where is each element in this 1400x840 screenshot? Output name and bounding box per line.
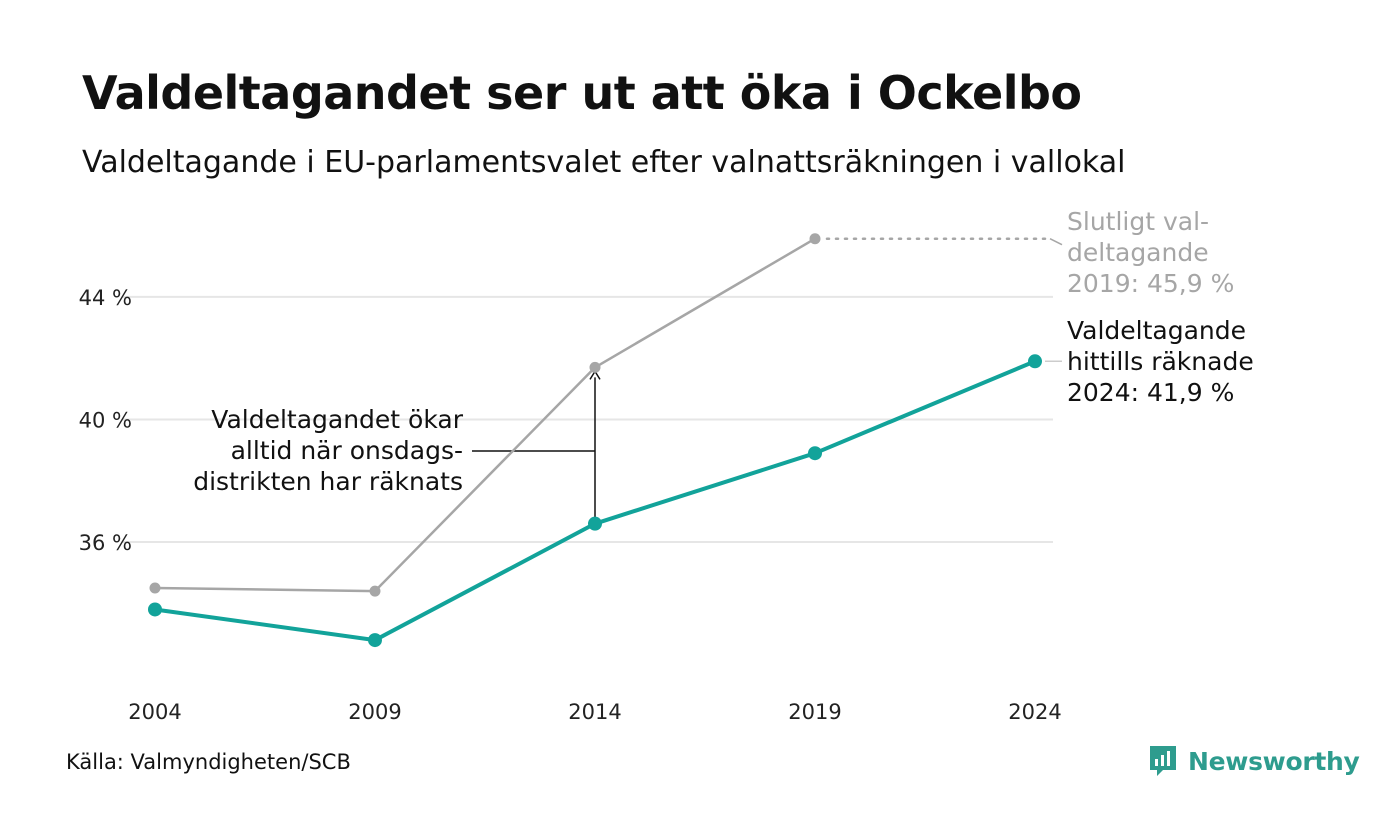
counted-series-point [588, 516, 602, 531]
x-tick-label: 2004 [128, 700, 181, 724]
x-tick-label: 2009 [348, 700, 401, 724]
x-tick-label: 2024 [1008, 700, 1061, 724]
y-tick-label: 36 % [79, 531, 132, 555]
final-series-point [589, 361, 601, 373]
counted-series-point [148, 602, 162, 617]
final-series-point [369, 585, 381, 597]
final-series-point [809, 233, 821, 245]
x-tick-label: 2019 [788, 700, 841, 724]
annotations: Slutligt val-deltagande 2019: 45,9 % Valde… [193, 207, 1253, 496]
brand-logo: Newsworthy [1148, 744, 1360, 778]
line-chart: 36 % 40 % 44 % 2004 2009 2014 2019 2024 Slutli… [79, 207, 1254, 724]
counted-series-point [808, 446, 822, 461]
y-tick-label: 44 % [79, 286, 132, 310]
chart-subtitle: Valdeltagande i EU-parlamentsvalet efter… [82, 145, 1126, 180]
gap-annotation: Valdeltagandet ökar alltid när onsdags-di… [193, 405, 463, 496]
series [148, 233, 1042, 648]
final-annotation: Slutligt val-deltagande 2019: 45,9 % [1067, 207, 1234, 298]
chart-title: Valdeltagandet ser ut att öka i Ockelbo [82, 66, 1082, 120]
final-series-point [149, 582, 161, 594]
final-series-line [153, 237, 817, 593]
x-axis: 2004 2009 2014 2019 2024 [128, 700, 1061, 724]
x-tick-label: 2014 [568, 700, 621, 724]
y-axis: 36 % 40 % 44 % [79, 286, 132, 555]
counted-series-point [1028, 354, 1042, 369]
brand-name: Newsworthy [1188, 746, 1360, 776]
counted-series-point [368, 633, 382, 648]
newsworthy-icon [1150, 746, 1176, 776]
source-note: Källa: Valmyndigheten/SCB [66, 750, 351, 774]
final-label-connector [1049, 238, 1063, 246]
counted-annotation: Valdeltagande hittills räknade 2024: 41,9 … [1067, 316, 1254, 407]
annotation-connectors [472, 237, 1063, 518]
y-tick-label: 40 % [79, 408, 132, 432]
